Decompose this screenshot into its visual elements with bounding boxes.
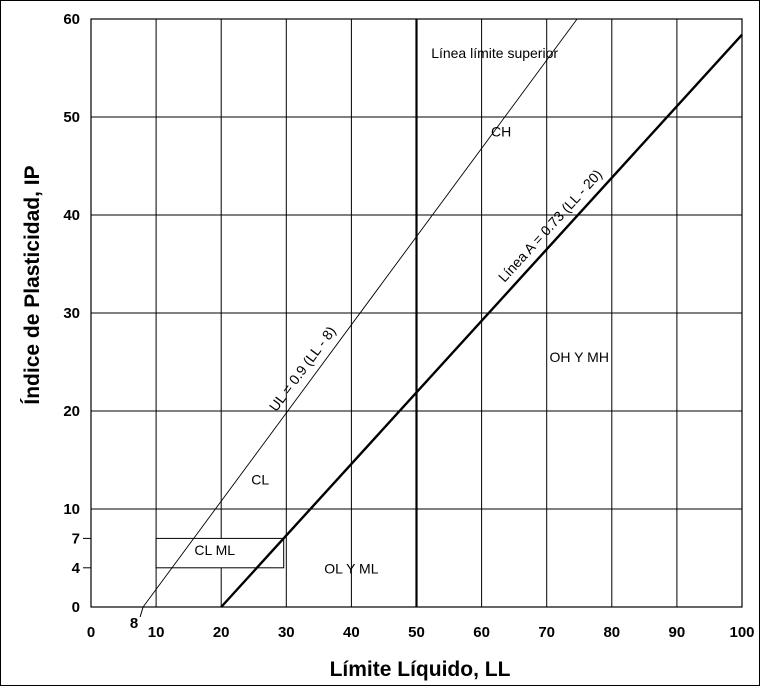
x-tick-label-40: 40	[343, 624, 360, 641]
y-tick-label-0: 0	[72, 599, 80, 616]
grid	[83, 18, 743, 608]
zone-label-3: CL	[251, 472, 269, 488]
x-axis-title: Límite Líquido, LL	[330, 658, 511, 681]
y-tick-label-4: 4	[72, 560, 81, 577]
y-tick-label-7: 7	[72, 530, 80, 547]
extra-x-tick-mark	[139, 606, 144, 618]
y-tick-label-20: 20	[63, 403, 80, 420]
x-tick-label-30: 30	[278, 624, 295, 641]
x-tick-label-0: 0	[87, 624, 95, 641]
y-tick-label-50: 50	[63, 109, 80, 126]
x-tick-label-10: 10	[148, 624, 165, 641]
zone-label-5: OL Y ML	[324, 561, 378, 577]
series-label-1: Línea A = 0.73 (LL - 20)	[495, 166, 605, 285]
zone-label-1: CH	[491, 124, 511, 140]
x-tick-label-60: 60	[473, 624, 490, 641]
y-tick-label-30: 30	[63, 305, 80, 322]
extra-x-tick-label: 8	[130, 615, 138, 632]
x-tick-label-20: 20	[213, 624, 230, 641]
zone-label-0: Línea límite superior	[431, 45, 558, 61]
y-tick-label-40: 40	[63, 207, 80, 224]
x-tick-label-100: 100	[729, 624, 754, 641]
y-tick-label-10: 10	[63, 501, 80, 518]
y-axis-title: Índice de Plasticidad, IP	[21, 165, 44, 404]
x-tick-label-70: 70	[538, 624, 555, 641]
x-tick-label-80: 80	[603, 624, 620, 641]
series-line-0	[142, 18, 578, 608]
x-tick-label-90: 90	[669, 624, 686, 641]
y-tick-label-60: 60	[63, 11, 80, 28]
series-line-1	[220, 33, 743, 608]
zone-label-4: CL ML	[194, 542, 235, 558]
zone-label-2: OH Y MH	[550, 349, 609, 365]
series-label-0: UL = 0.9 (LL - 8)	[266, 323, 339, 414]
x-tick-label-50: 50	[408, 624, 425, 641]
zone-labels: Línea límite superior CH OH Y MH CL CL ML OL …	[194, 45, 609, 576]
